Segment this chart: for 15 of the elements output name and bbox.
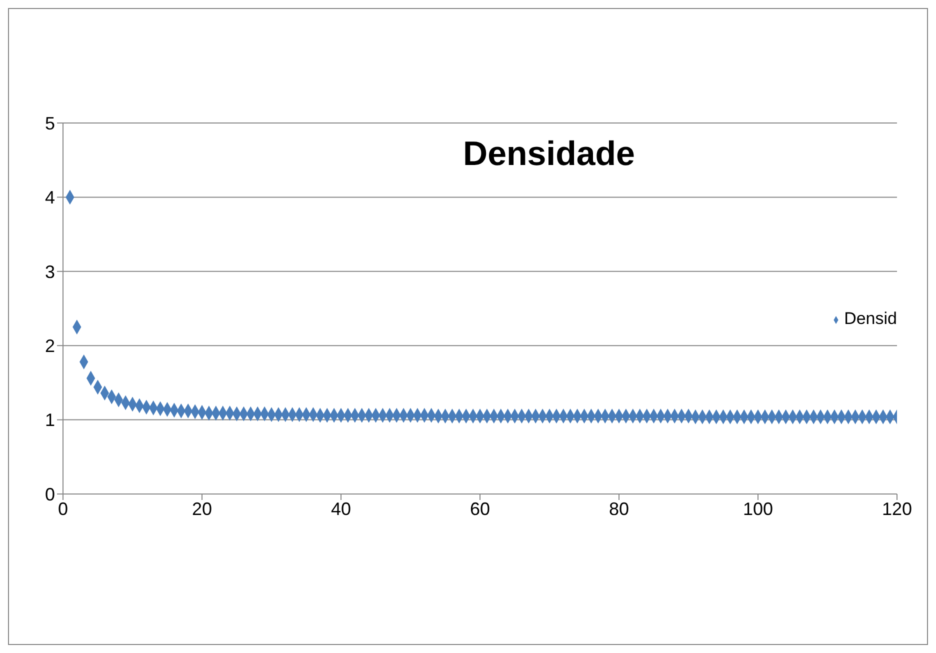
chart-title: Densidade bbox=[462, 135, 636, 174]
x-tick-label: 120 bbox=[882, 498, 912, 519]
x-tick-label: 80 bbox=[608, 498, 630, 519]
x-tick-label: 100 bbox=[742, 498, 774, 519]
y-tick-label: 3 bbox=[44, 262, 55, 282]
y-tick-label: 2 bbox=[44, 336, 55, 356]
y-tick-label: 5 bbox=[44, 113, 55, 134]
x-tick-label: 60 bbox=[470, 498, 490, 519]
y-tick-label: 4 bbox=[44, 188, 55, 208]
x-tick-label: 0 bbox=[58, 498, 68, 519]
y-tick-label: 1 bbox=[44, 410, 55, 430]
x-tick-label: 40 bbox=[330, 498, 352, 519]
legend-label: Densid bbox=[844, 309, 897, 328]
y-tick-label: 0 bbox=[44, 484, 55, 504]
x-tick-label: 20 bbox=[192, 498, 212, 519]
